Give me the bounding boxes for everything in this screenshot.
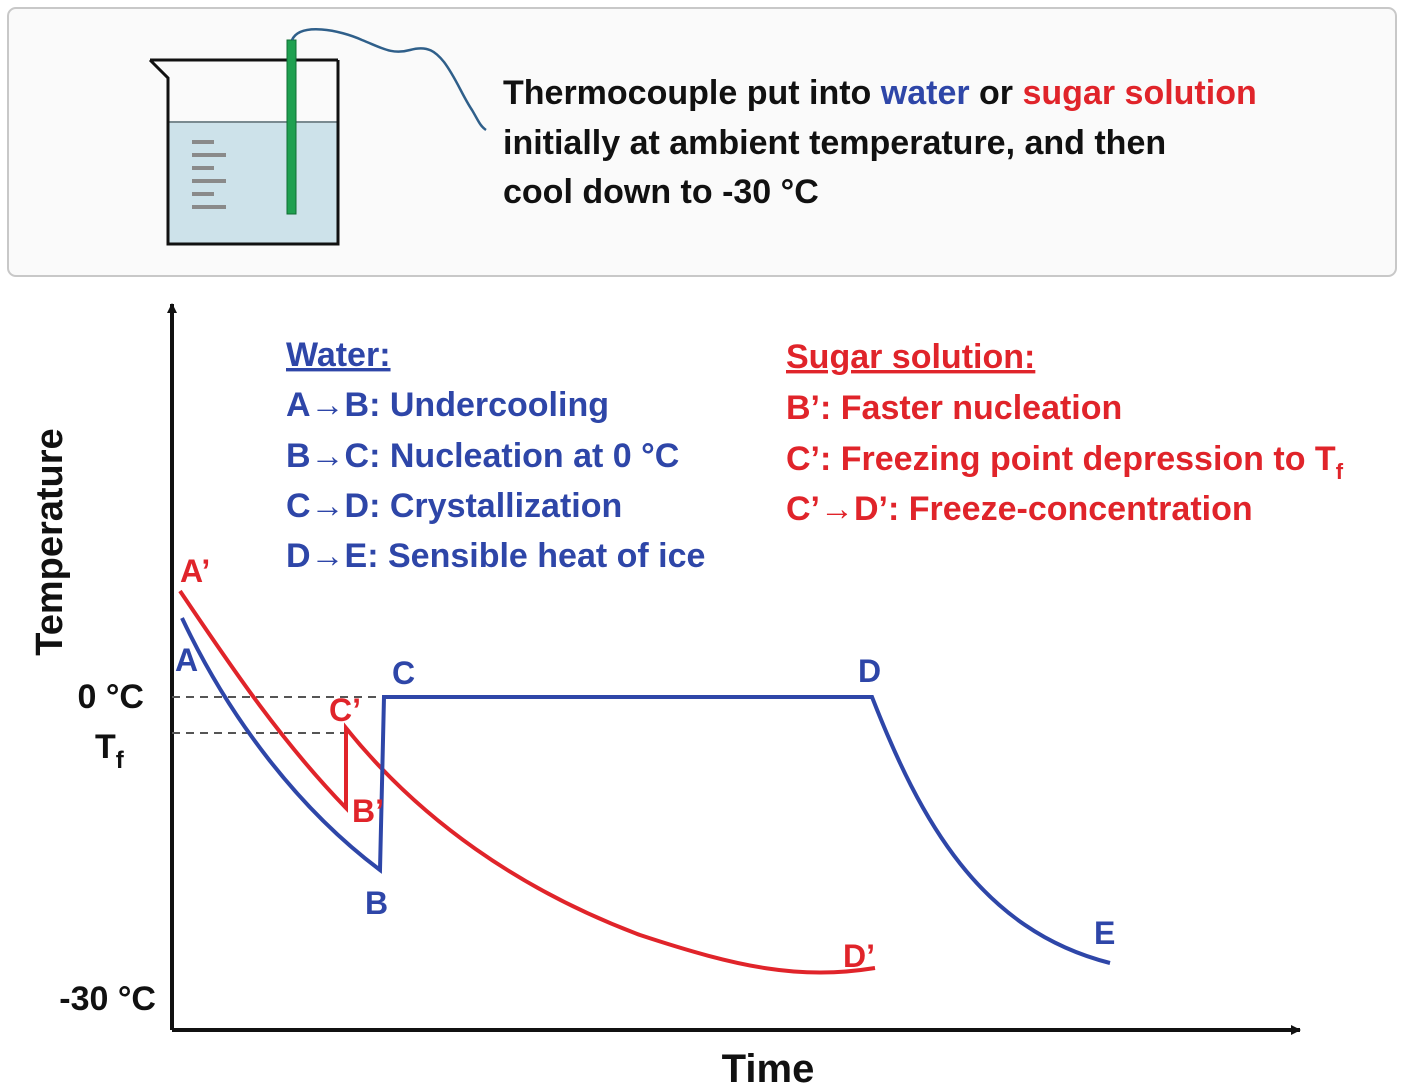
sugar-legend-line-2-main: C’: Freezing point depression to T [786,440,1336,478]
sugar-legend-heading: Sugar solution: [786,338,1035,376]
water-legend-heading: Water: [286,336,391,374]
header-line-2: initially at ambient temperature, and th… [503,124,1166,162]
beaker-graduation-marks [192,140,226,209]
sugar-solution-curve [178,589,876,975]
header-or-word: or [970,74,1023,112]
water-curve [180,617,1111,965]
point-label-c: C [392,655,415,691]
thermocouple-wire [290,28,487,132]
y-tick-min: -30 °C [59,980,156,1018]
beaker-icon [148,58,340,246]
header-line-1: Thermocouple put into water or sugar sol… [503,74,1257,112]
y-axis-label: Temperature [29,428,71,655]
water-legend-line-4: D→E: Sensible heat of ice [286,537,705,575]
point-label-b: B [365,885,388,921]
y-tick-tf-main: T [95,728,116,766]
sugar-legend-line-2: C’: Freezing point depression to Tf [786,440,1344,484]
y-tick-tf-sub: f [116,747,125,774]
point-label-e: E [1094,915,1115,951]
header-line-3: cool down to -30 °C [503,173,819,211]
water-legend: Water: A→B: Undercooling B→C: Nucleation… [286,336,705,575]
point-label-d: D [858,653,881,689]
point-label-b-prime: B’ [352,793,384,829]
y-tick-zero: 0 °C [77,678,144,716]
thermocouple-probe-icon [286,28,487,215]
point-label-d-prime: D’ [843,938,875,974]
header-box [7,7,1397,277]
water-legend-line-1: A→B: Undercooling [286,386,609,424]
point-label-a: A [175,642,198,678]
sugar-legend-line-1: B’: Faster nucleation [786,389,1122,427]
water-legend-line-3: C→D: Crystallization [286,487,622,525]
sugar-legend: Sugar solution: B’: Faster nucleation C’… [786,338,1344,528]
point-label-a-prime: A’ [180,553,210,589]
water-legend-line-2: B→C: Nucleation at 0 °C [286,437,679,475]
x-axis-label: Time [722,1047,815,1088]
header-sugar-word: sugar solution [1023,74,1257,112]
point-label-c-prime: C’ [329,692,361,728]
header-water-word: water [880,74,970,112]
header-line1-prefix: Thermocouple put into [503,74,881,112]
y-tick-tf: Tf [95,728,125,774]
sugar-legend-line-2-sub: f [1336,459,1344,484]
sugar-legend-line-3: C’→D’: Freeze-concentration [786,490,1253,528]
